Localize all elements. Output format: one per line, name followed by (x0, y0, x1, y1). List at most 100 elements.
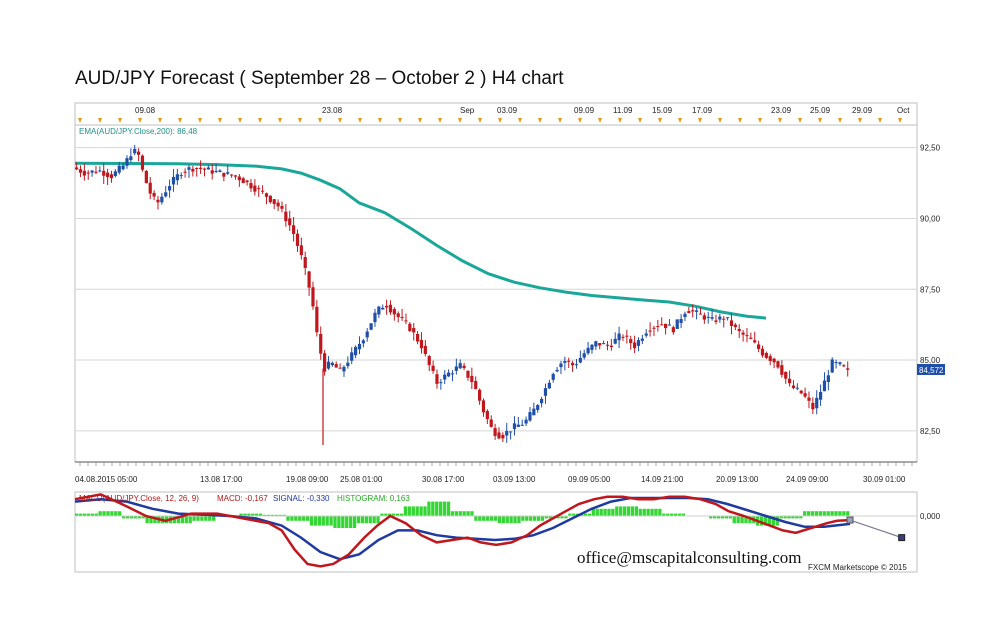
top-axis-marker (678, 118, 682, 123)
candle-body (109, 174, 114, 179)
histogram-bar (247, 513, 251, 516)
candle-body (288, 218, 292, 226)
time-axis-label: 20.09 13:00 (716, 475, 759, 484)
candle-body (230, 174, 234, 176)
candle-body (501, 434, 505, 439)
candle-body (811, 402, 815, 410)
histogram-bar (439, 501, 443, 516)
histogram-bar (720, 516, 725, 519)
histogram-bar (114, 511, 118, 516)
candle-body (664, 323, 668, 329)
candle-body (772, 358, 776, 363)
candle-body (822, 380, 827, 392)
chart-title: AUD/JPY Forecast ( September 28 – Octobe… (75, 68, 564, 89)
candle-body (241, 178, 245, 184)
histogram-bar (521, 516, 525, 521)
candle-body (214, 170, 218, 172)
candle-body (129, 156, 133, 161)
time-axis-label: 09.09 05:00 (568, 475, 611, 484)
top-axis-marker (498, 118, 502, 123)
histogram-bar (118, 511, 122, 516)
histogram-bar (810, 511, 815, 516)
histogram-bar (564, 516, 568, 519)
histogram-bar (783, 516, 787, 519)
candle-body (458, 363, 462, 369)
histogram-bar (251, 513, 255, 516)
top-axis-marker (638, 118, 642, 123)
histogram-bar (294, 516, 298, 521)
candle-body (381, 307, 385, 310)
candle-body (206, 167, 210, 170)
candle-body (551, 373, 555, 380)
histogram-bar (619, 506, 623, 516)
candle-body (559, 363, 563, 368)
candle-body (846, 368, 850, 370)
histogram-bar (474, 516, 478, 521)
histogram-bar (243, 513, 247, 516)
candle-body (671, 327, 675, 333)
candle-body (171, 176, 176, 185)
top-axis-marker (278, 118, 282, 123)
top-axis-label: Oct (897, 106, 910, 115)
candle-body (733, 324, 737, 328)
candle-body (509, 431, 513, 433)
candle-body (338, 367, 342, 369)
histogram-bar (497, 516, 502, 524)
candle-body (726, 317, 730, 319)
histogram-bar (348, 516, 353, 528)
histogram-bar (509, 516, 513, 524)
histogram-bar (591, 508, 595, 516)
histogram-bar (262, 514, 267, 516)
histogram-bar (458, 511, 462, 516)
histogram-bar (787, 516, 791, 519)
histogram-bar (791, 516, 795, 519)
top-axis-label: 03.09 (497, 106, 518, 115)
top-axis-marker (418, 118, 422, 123)
histogram-bar (482, 516, 486, 521)
time-axis-label: 30.08 17:00 (422, 475, 465, 484)
histogram-bar (736, 516, 740, 524)
histogram-bar (282, 514, 286, 516)
forecast-start-marker (846, 516, 854, 524)
top-axis-label: 11.09 (613, 106, 633, 115)
histogram-bar (615, 506, 619, 516)
candle-body (175, 174, 179, 181)
top-axis-marker (178, 118, 182, 123)
histogram-bar (505, 516, 509, 524)
histogram-bar (587, 513, 592, 516)
top-axis-marker (378, 118, 382, 123)
histogram-bar (677, 513, 682, 516)
candle-body (582, 353, 586, 358)
candle-body (536, 405, 540, 410)
candle-body (633, 342, 637, 349)
candle-body (435, 374, 439, 384)
candle-body (233, 175, 238, 177)
histogram-bar (846, 511, 850, 516)
top-axis-marker (818, 118, 822, 123)
candle-body (202, 168, 207, 170)
candle-body (121, 165, 125, 170)
histogram-bar (321, 516, 325, 526)
histogram-bar (356, 516, 361, 524)
candle-body (737, 328, 741, 332)
candle-body (439, 382, 443, 384)
candle-body (152, 192, 156, 197)
candle-body (183, 171, 187, 173)
candle-body (346, 362, 350, 367)
histogram-bar (196, 516, 200, 521)
histogram-bar (630, 506, 635, 516)
top-axis-marker (318, 118, 322, 123)
time-axis-label: 04.08.2015 05:00 (75, 475, 138, 484)
histogram-bar (200, 516, 204, 521)
candle-body (86, 172, 90, 174)
histogram-bar (763, 516, 768, 526)
candle-body (392, 309, 396, 315)
candle-body (757, 344, 761, 349)
histogram-bar (290, 516, 294, 521)
top-axis-marker (838, 118, 842, 123)
histogram-bar (403, 506, 408, 516)
signal-legend-value: SIGNAL: -0,330 (273, 494, 330, 503)
candle-body (276, 202, 280, 207)
credit-text: FXCM Marketscope © 2015 (808, 563, 907, 572)
